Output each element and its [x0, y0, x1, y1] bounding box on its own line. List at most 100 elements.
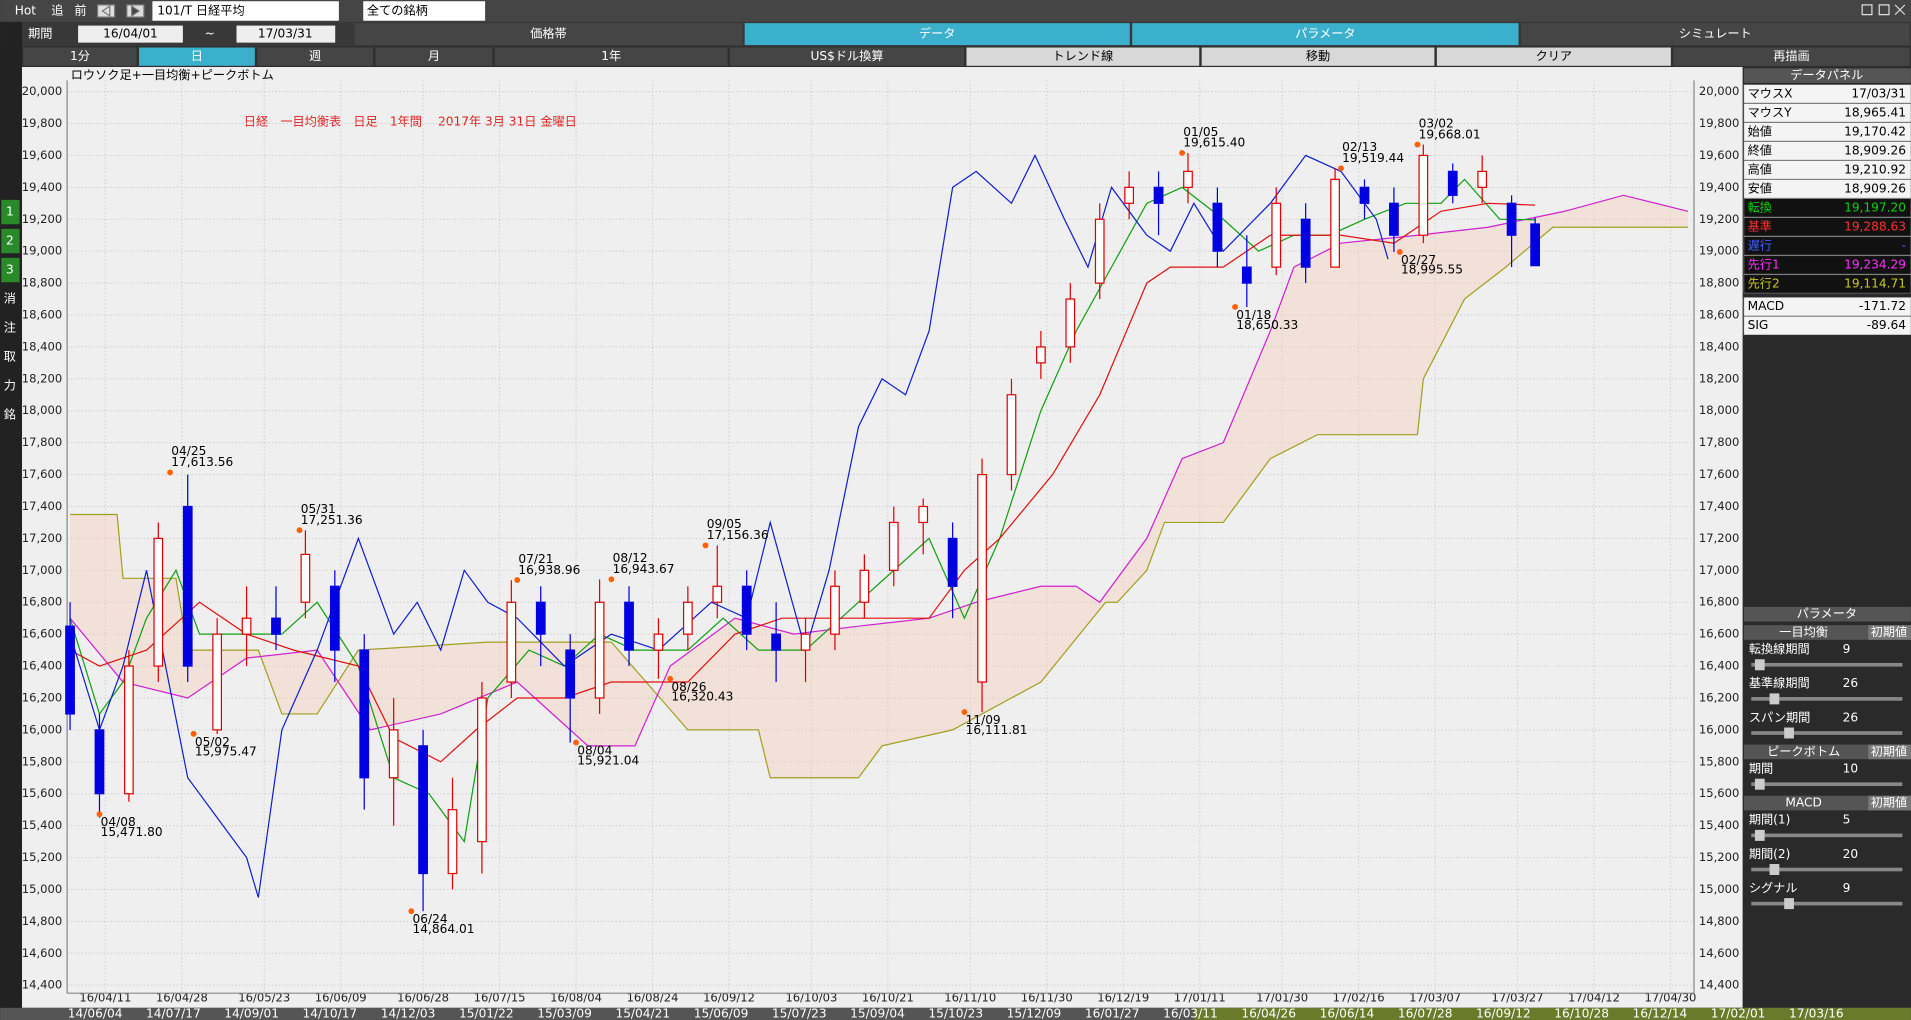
strip-date[interactable]: 16/12/14 [1633, 1006, 1688, 1020]
date-box[interactable] [236, 25, 336, 43]
button-label[interactable]: 移動 [1306, 49, 1330, 63]
strip-date[interactable]: 14/09/01 [224, 1006, 279, 1020]
tab[interactable] [1132, 23, 1519, 46]
field-value[interactable]: 5 [1843, 813, 1851, 827]
button-label[interactable]: 日 [191, 49, 203, 63]
side-label[interactable]: 銘 [4, 407, 16, 422]
tab-label[interactable]: シミュレート [1679, 27, 1752, 41]
button-label[interactable]: 再描画 [1773, 49, 1810, 63]
tab[interactable] [744, 23, 1130, 46]
slider[interactable] [1751, 833, 1903, 838]
reset-label[interactable]: 初期値 [1871, 624, 1908, 639]
button-label[interactable]: 1年 [601, 49, 621, 63]
button-label[interactable]: 1分 [70, 49, 90, 63]
button-label[interactable]: クリア [1536, 49, 1573, 63]
button[interactable] [966, 47, 1200, 66]
side-button[interactable] [1, 199, 20, 225]
reset-button[interactable] [1868, 795, 1911, 811]
strip-date[interactable]: 16/06/14 [1320, 1006, 1375, 1020]
slider[interactable] [1751, 662, 1903, 667]
slider[interactable] [1751, 731, 1903, 735]
tab-label[interactable]: 価格帯 [530, 26, 567, 41]
scroll-thumb[interactable] [1194, 1007, 1911, 1020]
side-label[interactable]: 力 [4, 379, 16, 393]
slider-thumb[interactable] [1754, 829, 1765, 841]
market-box[interactable] [363, 1, 486, 21]
slider[interactable] [1751, 867, 1903, 872]
strip-date[interactable]: 15/06/09 [694, 1006, 749, 1020]
strip-date[interactable]: 17/03/16 [1789, 1006, 1844, 1020]
side-label[interactable]: 取 [4, 350, 16, 364]
field-value[interactable]: 26 [1843, 710, 1859, 724]
hot-button[interactable]: Hot [15, 3, 37, 17]
slider-thumb[interactable] [1754, 659, 1765, 671]
slider[interactable] [1751, 901, 1903, 906]
button[interactable] [730, 47, 965, 66]
strip-date[interactable]: 14/12/03 [381, 1006, 436, 1020]
side-button[interactable] [1, 228, 20, 254]
reset-button[interactable] [1868, 744, 1911, 760]
field-value[interactable]: 26 [1843, 676, 1859, 690]
side-label[interactable]: 消 [4, 292, 16, 306]
button[interactable] [139, 47, 255, 66]
button[interactable] [494, 47, 728, 66]
slider-thumb[interactable] [1754, 778, 1765, 790]
tab[interactable] [354, 23, 743, 46]
reset-label[interactable]: 初期値 [1871, 795, 1908, 810]
strip-date[interactable]: 15/04/21 [615, 1006, 670, 1020]
strip-date[interactable]: 16/03/11 [1163, 1006, 1218, 1020]
strip-date[interactable]: 15/01/22 [459, 1006, 514, 1020]
side-label[interactable]: 2 [6, 234, 14, 248]
button[interactable] [257, 47, 373, 66]
slider[interactable] [1751, 697, 1903, 701]
toolbar-button[interactable]: 追 [51, 2, 63, 17]
side-label[interactable]: 3 [6, 263, 14, 277]
reset-label[interactable]: 初期値 [1871, 743, 1908, 758]
slider-thumb[interactable] [1769, 864, 1780, 875]
strip-date[interactable]: 16/09/12 [1476, 1006, 1531, 1020]
side-label[interactable]: 注 [4, 320, 16, 335]
field-value[interactable]: 20 [1843, 847, 1859, 861]
button-label[interactable]: US$ドル換算 [811, 48, 884, 63]
strip-date[interactable]: 15/12/09 [1007, 1006, 1062, 1020]
side-label[interactable]: 1 [6, 205, 14, 219]
candle-body [1506, 202, 1517, 236]
button[interactable] [1436, 47, 1671, 66]
slider[interactable] [1751, 782, 1903, 787]
nav-arrows[interactable] [96, 4, 145, 18]
tab-label[interactable]: データ [919, 26, 956, 41]
symbol-box[interactable] [152, 1, 339, 21]
button[interactable] [23, 47, 137, 66]
field-value[interactable]: 9 [1843, 881, 1851, 895]
button-label[interactable]: 月 [428, 49, 440, 63]
button-label[interactable]: トレンド線 [1052, 48, 1113, 63]
strip-date[interactable]: 15/07/23 [772, 1006, 827, 1020]
toolbar-button[interactable]: 前 [74, 2, 86, 17]
button-label[interactable]: 週 [309, 49, 321, 63]
strip-date[interactable]: 15/10/23 [928, 1006, 983, 1020]
strip-date[interactable]: 15/03/09 [537, 1006, 592, 1020]
tab-label[interactable]: パラメータ [1295, 27, 1356, 41]
field-value[interactable]: 9 [1843, 642, 1851, 656]
window-controls[interactable] [1861, 4, 1906, 16]
strip-date[interactable]: 16/01/27 [1085, 1006, 1140, 1020]
slider-thumb[interactable] [1784, 898, 1794, 910]
strip-date[interactable]: 17/02/01 [1711, 1006, 1766, 1020]
strip-date[interactable]: 14/10/17 [303, 1006, 358, 1020]
strip-date[interactable]: 16/04/26 [1241, 1006, 1296, 1020]
strip-date[interactable]: 16/07/28 [1398, 1006, 1453, 1020]
button[interactable] [1201, 47, 1435, 66]
button[interactable] [375, 47, 493, 66]
strip-date[interactable]: 14/07/17 [146, 1006, 201, 1020]
strip-date[interactable]: 14/06/04 [68, 1006, 123, 1020]
button[interactable] [1673, 47, 1910, 66]
field-value[interactable]: 10 [1843, 761, 1859, 775]
slider-thumb[interactable] [1769, 693, 1780, 705]
tab[interactable] [1520, 23, 1910, 46]
strip-date[interactable]: 16/10/28 [1554, 1006, 1609, 1020]
slider-thumb[interactable] [1784, 727, 1794, 739]
side-button[interactable] [1, 257, 20, 283]
reset-button[interactable] [1868, 625, 1911, 640]
date-box[interactable] [78, 25, 183, 43]
strip-date[interactable]: 15/09/04 [850, 1006, 905, 1020]
